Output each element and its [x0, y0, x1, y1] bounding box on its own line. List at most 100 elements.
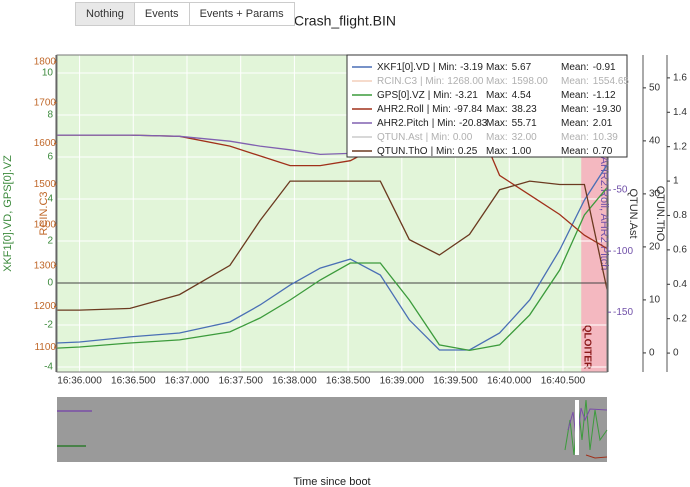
chart-title: Crash_flight.BIN [294, 13, 396, 29]
y-tick-label: 0.6 [673, 245, 687, 256]
y-tick-label: 1600 [34, 138, 57, 149]
x-tick-label: 16:37.500 [218, 376, 263, 387]
legend-label: GPS[0].VZ | Min: -3.21 [377, 90, 478, 101]
series-name: RCIN.C3 [377, 76, 417, 87]
series-line [57, 180, 608, 311]
stat-value: 55.71 [512, 118, 537, 129]
stat-label: | Min: [426, 132, 450, 143]
stat-label: Max: [486, 104, 508, 115]
overview-bg [57, 397, 607, 462]
legend-label: RCIN.C3 | Min: 1268.00 [377, 76, 484, 87]
y-tick-label: 2 [47, 236, 53, 247]
legend-item[interactable]: QTUN.Ast | Min: 0.00 Max: 32.00 Mean: 10.39 [352, 132, 618, 143]
legend-item[interactable]: QTUN.ThO | Min: 0.25 Max: 1.00 Mean: 0.70 [352, 146, 613, 157]
overview-line [564, 399, 608, 456]
stat-value: 10.39 [593, 132, 618, 143]
x-axis-title: Time since boot [293, 476, 370, 487]
legend-label: Max: 55.71 [486, 118, 537, 129]
y-tick-label: 50 [649, 83, 661, 94]
series-name: XKF1[0].VD [377, 62, 430, 73]
series-name: GPS[0].VZ [377, 90, 425, 101]
series-name: QTUN.ThO [377, 146, 428, 157]
stat-value: -1.12 [593, 90, 616, 101]
filter-button[interactable]: Events [133, 2, 190, 26]
legend-label: Mean: -19.30 [561, 104, 622, 115]
y-tick-label: -100 [613, 246, 633, 257]
legend-label: Max: 1.00 [486, 146, 532, 157]
filter-button[interactable]: Events + Params [188, 2, 295, 26]
legend-item[interactable]: AHR2.Roll | Min: -97.84 Max: 38.23 Mean: -19.3… [352, 104, 622, 115]
y-tick-label: -2 [44, 320, 53, 331]
stat-label: | Min: [433, 62, 457, 73]
y-tick-label: 10 [42, 68, 54, 79]
y-tick-label: 0.4 [673, 279, 687, 290]
series-name: AHR2.Roll [377, 104, 424, 115]
legend-label: AHR2.Roll | Min: -97.84 [377, 104, 483, 115]
stat-value: -97.84 [454, 104, 483, 115]
button-bar: Nothing Events Events + Params [75, 2, 295, 26]
y-tick-label: 0.2 [673, 313, 687, 324]
stat-label: | Min: [431, 146, 455, 157]
y-axis-title: QTUN.ThO [654, 186, 666, 242]
stat-label: | Min: [420, 76, 444, 87]
plot-frame [56, 54, 608, 373]
stat-value: 1554.65 [593, 76, 630, 87]
legend-item[interactable]: GPS[0].VZ | Min: -3.21 Max: 4.54 Mean: -1.12 [352, 90, 616, 101]
overview-handle[interactable] [575, 400, 579, 455]
y-tick-label: 1.2 [673, 141, 687, 152]
stat-value: 1598.00 [512, 76, 549, 87]
legend-label: Max: 38.23 [486, 104, 537, 115]
stat-label: Mean: [561, 62, 589, 73]
legend-box [346, 54, 628, 158]
stat-label: Mean: [561, 90, 589, 101]
y-tick-label: 1500 [34, 179, 57, 190]
x-tick-label: 16:36.000 [57, 376, 102, 387]
y-tick-label: 10 [649, 295, 661, 306]
legend-label: Mean: -1.12 [561, 90, 616, 101]
stat-value: 0.70 [593, 146, 613, 157]
x-tick-label: 16:36.500 [111, 376, 156, 387]
y-tick-label: 20 [649, 242, 661, 253]
x-tick-label: 16:38.000 [272, 376, 317, 387]
stat-value: 2.01 [593, 118, 613, 129]
y-tick-label: 1200 [34, 301, 57, 312]
legend-label: QTUN.Ast | Min: 0.00 [377, 132, 473, 143]
stat-value: -0.91 [593, 62, 616, 73]
legend-label: AHR2.Pitch | Min: -20.83 [377, 118, 488, 129]
y-axis-title: AHR2.Roll, AHR2.Pitch [598, 157, 610, 271]
legend-label: Mean: 10.39 [561, 132, 618, 143]
legend-label: Mean: 2.01 [561, 118, 613, 129]
series-name: AHR2.Pitch [377, 118, 429, 129]
stat-label: Max: [486, 62, 508, 73]
stat-label: | Min: [432, 118, 456, 129]
y-axis-title: XKF1[0].VD, GPS[0].VZ [2, 155, 14, 272]
stat-label: Mean: [561, 132, 589, 143]
legend-label: Max: 1598.00 [486, 76, 548, 87]
series-name: QTUN.Ast [377, 132, 423, 143]
stat-label: Max: [486, 90, 508, 101]
y-tick-label: 0 [47, 278, 53, 289]
stat-value: 1.00 [512, 146, 532, 157]
stat-value: 1268.00 [447, 76, 484, 87]
stat-label: Max: [486, 132, 508, 143]
legend-item[interactable]: XKF1[0].VD | Min: -3.19 Max: 5.67 Mean: -0.91 [352, 62, 616, 73]
stat-label: | Min: [428, 90, 452, 101]
legend-item[interactable]: RCIN.C3 | Min: 1268.00 Max: 1598.00 Mean: 1554… [352, 76, 629, 87]
y-tick-label: 0 [649, 348, 655, 359]
y-tick-label: 30 [649, 189, 661, 200]
stat-value: -20.83 [459, 118, 488, 129]
stat-value: 4.54 [512, 90, 532, 101]
filter-button[interactable]: Nothing [75, 2, 135, 26]
y-tick-label: 1100 [34, 342, 56, 353]
x-tick-label: 16:39.500 [433, 376, 478, 387]
y-tick-label: 0.8 [673, 210, 687, 221]
stat-value: -3.21 [455, 90, 478, 101]
y-tick-label: 1 [673, 176, 679, 187]
stat-value: 38.23 [512, 104, 537, 115]
legend-label: Max: 4.54 [486, 90, 532, 101]
legend-label: Mean: 0.70 [561, 146, 613, 157]
stat-value: -3.19 [460, 62, 483, 73]
